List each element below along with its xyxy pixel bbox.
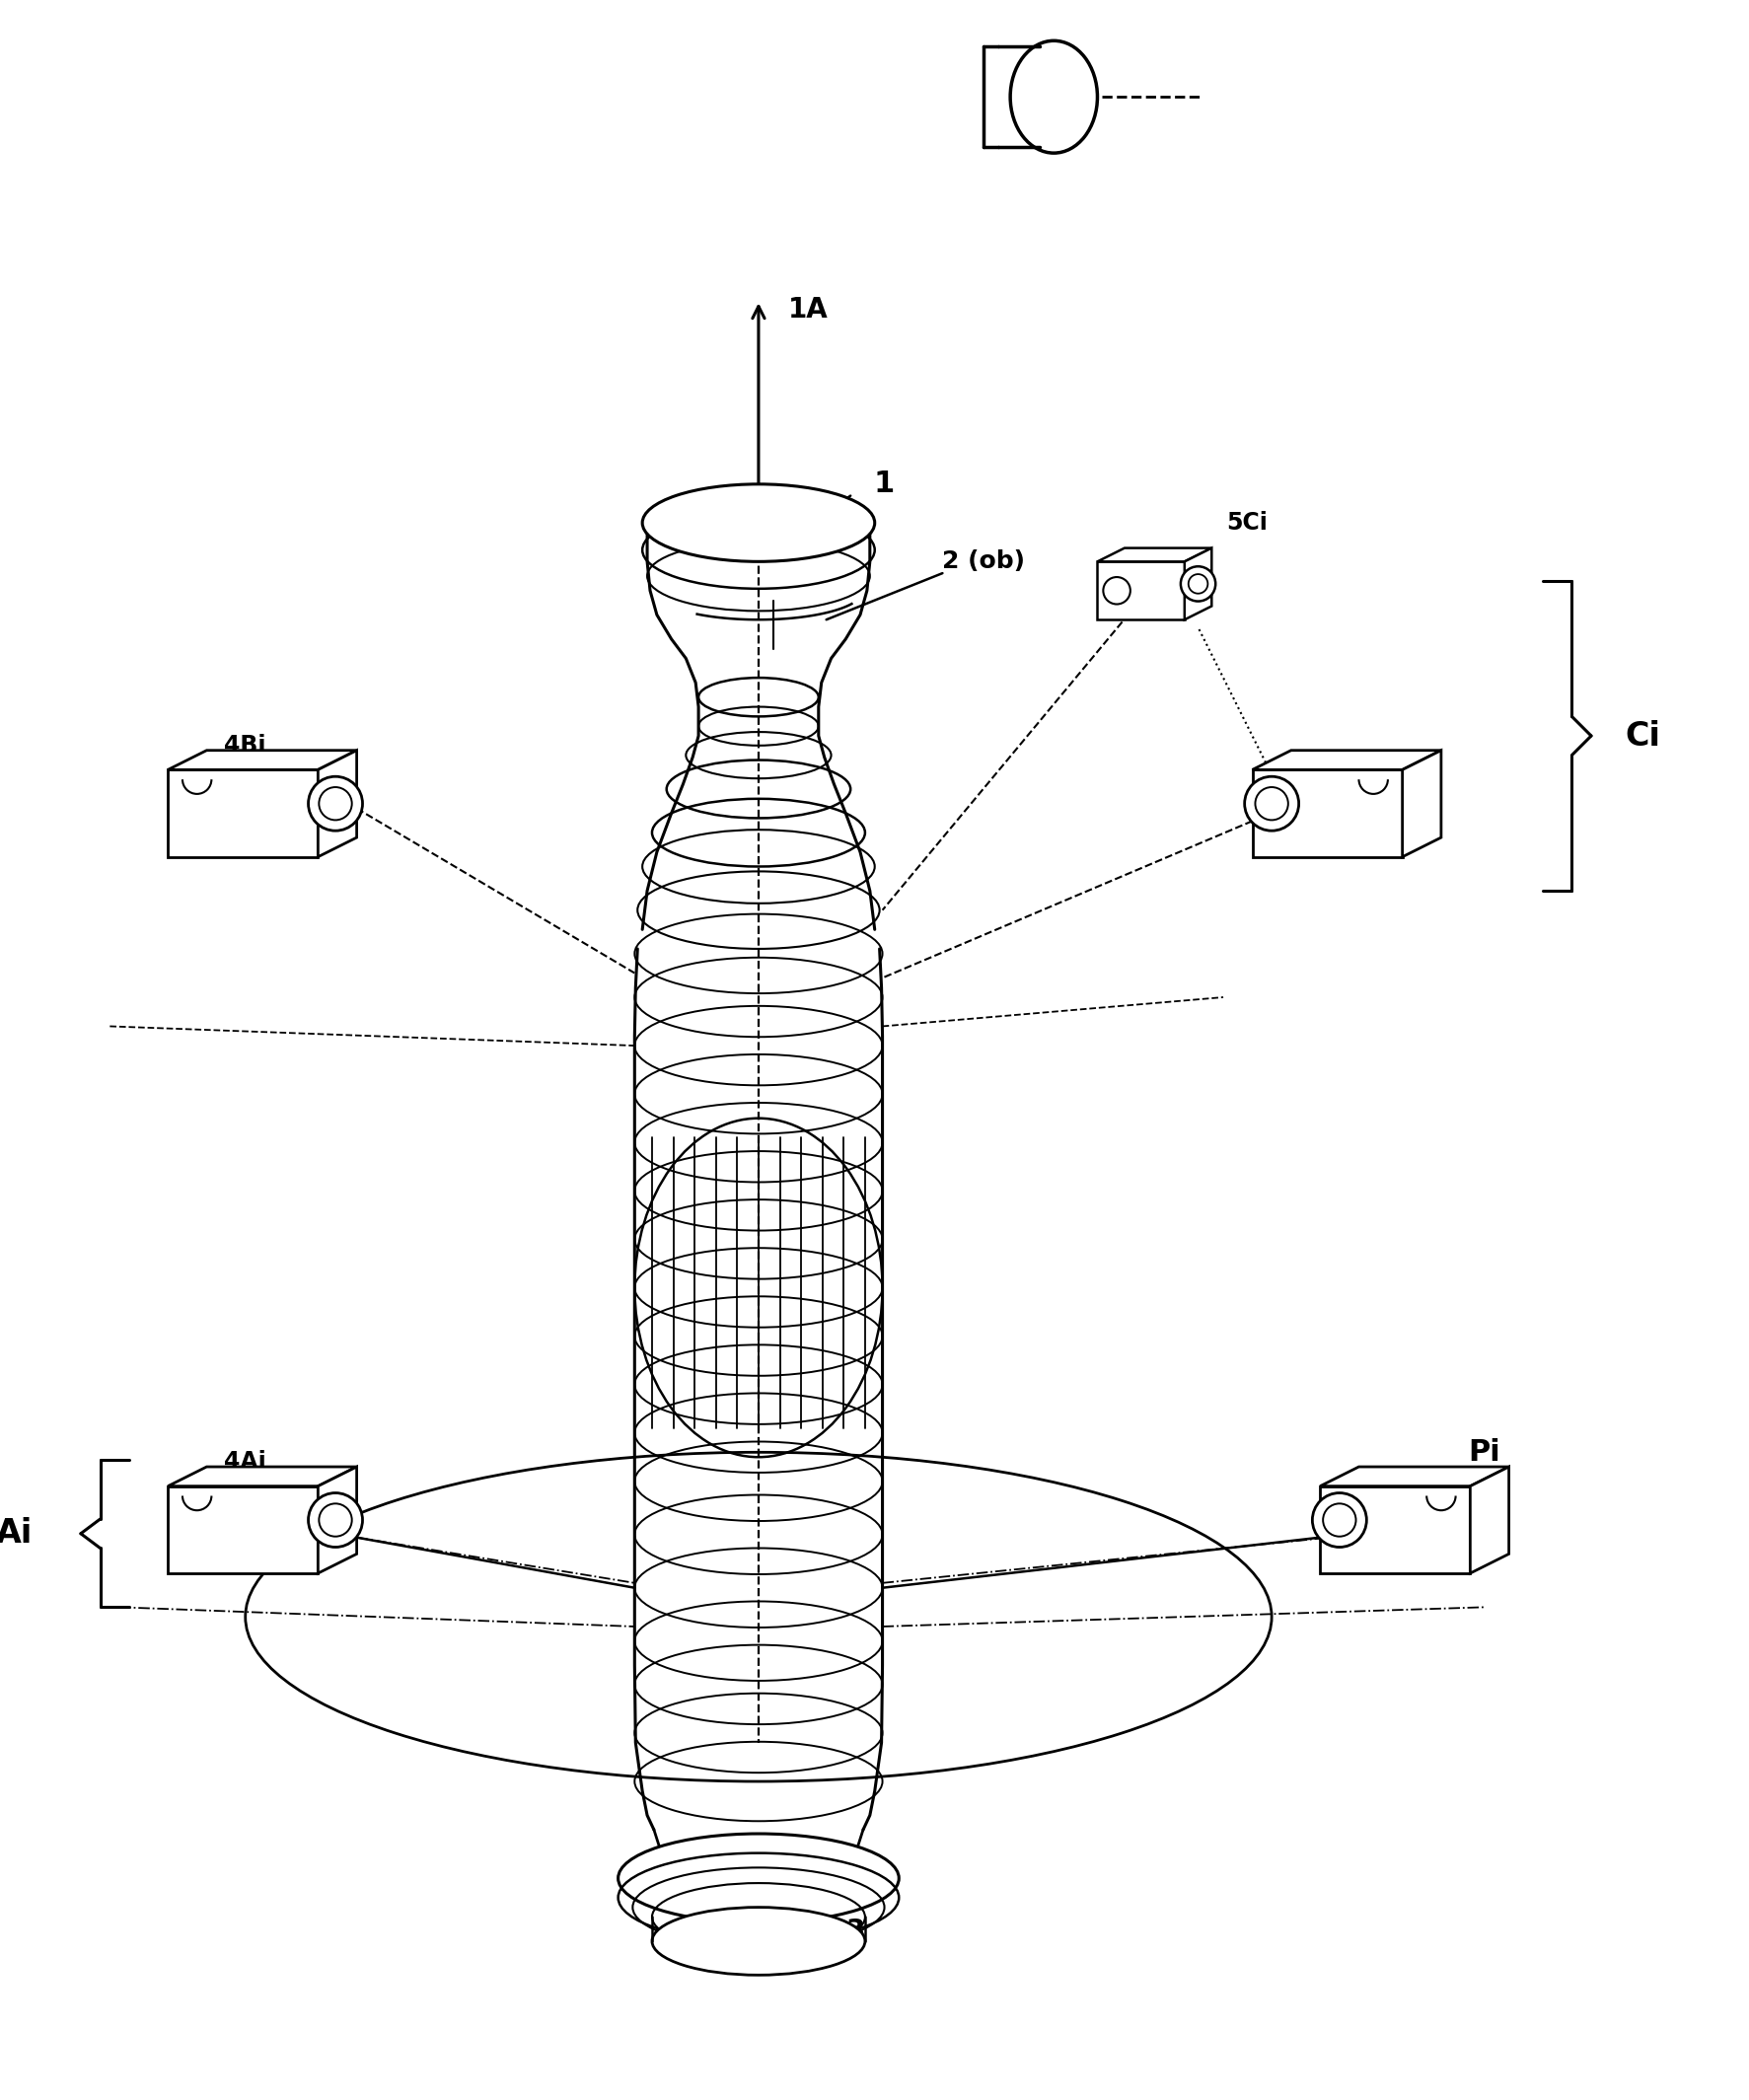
Polygon shape xyxy=(1319,1466,1508,1487)
Text: 1A: 1A xyxy=(787,296,827,323)
Text: 5Ci: 5Ci xyxy=(1226,510,1268,536)
Polygon shape xyxy=(168,1487,318,1573)
Polygon shape xyxy=(1184,548,1210,619)
Polygon shape xyxy=(168,750,357,771)
Polygon shape xyxy=(318,1466,357,1573)
Text: 3: 3 xyxy=(845,1917,864,1945)
Ellipse shape xyxy=(652,1907,864,1976)
Text: 4Ci: 4Ci xyxy=(1347,796,1389,821)
Polygon shape xyxy=(1097,548,1210,561)
Text: Ai: Ai xyxy=(0,1518,31,1550)
Ellipse shape xyxy=(642,485,874,561)
Polygon shape xyxy=(168,1466,357,1487)
Ellipse shape xyxy=(1102,578,1130,605)
Text: 4Ai: 4Ai xyxy=(224,1451,266,1474)
Polygon shape xyxy=(1097,561,1184,619)
Ellipse shape xyxy=(617,1833,899,1924)
Polygon shape xyxy=(1401,750,1441,857)
Text: 2 (ob): 2 (ob) xyxy=(943,550,1025,573)
Text: 1: 1 xyxy=(873,470,894,498)
Ellipse shape xyxy=(1181,567,1216,601)
Polygon shape xyxy=(318,750,357,857)
Polygon shape xyxy=(1252,771,1401,857)
Text: 4Di: 4Di xyxy=(1413,1512,1457,1537)
Polygon shape xyxy=(1469,1466,1508,1573)
Polygon shape xyxy=(168,771,318,857)
Ellipse shape xyxy=(1244,777,1298,832)
Ellipse shape xyxy=(1312,1493,1366,1548)
Text: Pi: Pi xyxy=(1467,1438,1501,1466)
Ellipse shape xyxy=(308,1493,362,1548)
Ellipse shape xyxy=(308,777,362,832)
Polygon shape xyxy=(1252,750,1441,771)
Polygon shape xyxy=(1319,1487,1469,1573)
Text: 4Bi: 4Bi xyxy=(224,733,266,758)
Text: Ci: Ci xyxy=(1625,720,1660,752)
